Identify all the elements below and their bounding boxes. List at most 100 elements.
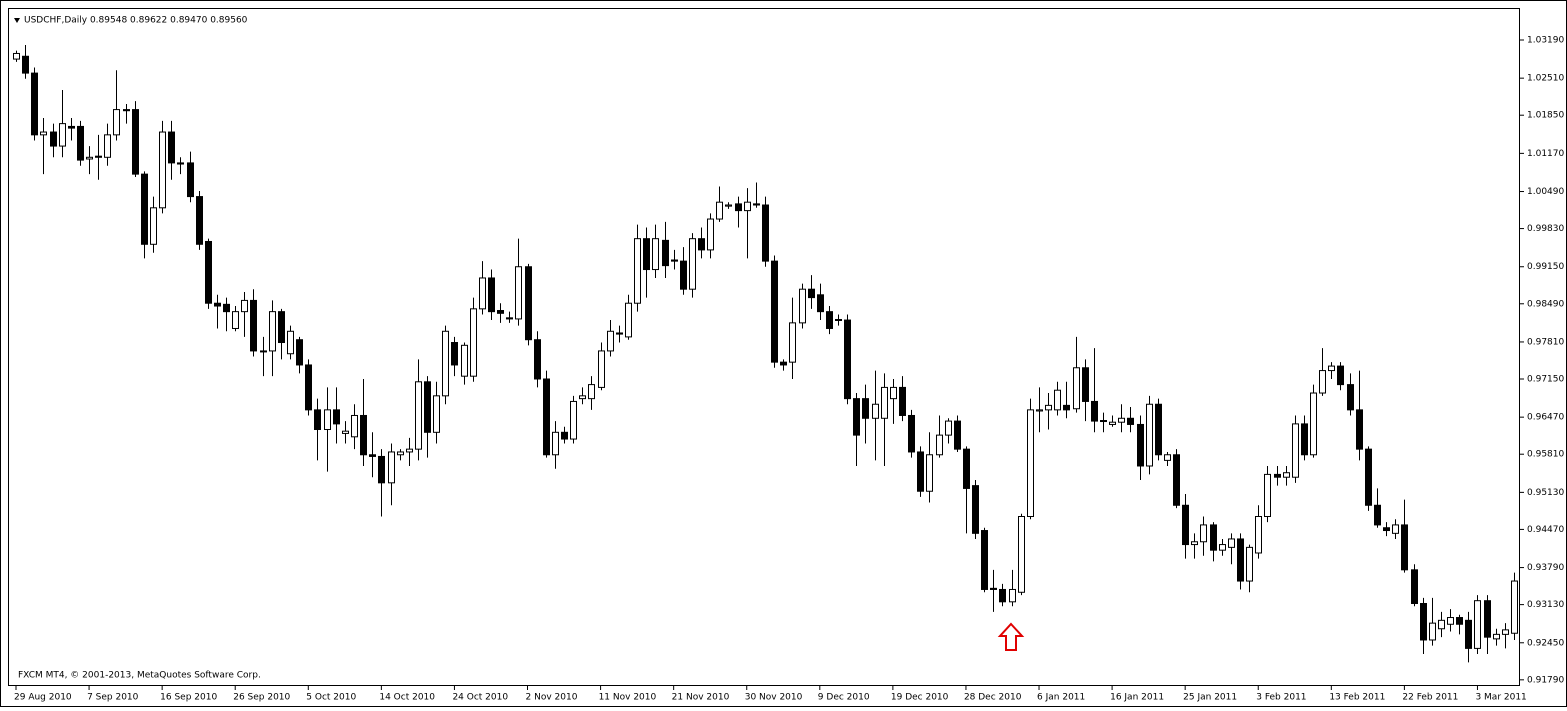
candle-body bbox=[972, 485, 979, 534]
candle-body bbox=[461, 344, 468, 377]
chart-title: USDCHF,Daily 0.89548 0.89622 0.89470 0.8… bbox=[24, 16, 248, 26]
candle-body bbox=[625, 302, 632, 338]
candle-body bbox=[844, 319, 851, 400]
y-tick-label: 0.97150 bbox=[1527, 374, 1564, 384]
candle-body bbox=[1347, 384, 1354, 411]
candle-body bbox=[369, 454, 376, 457]
candle-body bbox=[113, 109, 120, 136]
candle-body bbox=[598, 350, 605, 388]
candle-body bbox=[570, 400, 577, 440]
candle-body bbox=[1493, 633, 1500, 640]
candle-body bbox=[333, 409, 340, 425]
candle-body bbox=[1484, 600, 1491, 638]
candle-body bbox=[689, 238, 696, 290]
candle-body bbox=[177, 162, 184, 165]
candle-body bbox=[451, 342, 458, 366]
candle-body bbox=[1210, 524, 1217, 551]
candle-body bbox=[1137, 423, 1144, 467]
y-tick-label: 0.99150 bbox=[1527, 262, 1564, 272]
candle-body bbox=[168, 131, 175, 164]
candle-body bbox=[543, 378, 550, 456]
candle-body bbox=[40, 131, 47, 136]
candle-body bbox=[223, 303, 230, 313]
candle-body bbox=[296, 339, 303, 366]
candle-body bbox=[232, 311, 239, 329]
copyright-note: FXCM MT4, © 2001-2013, MetaQuotes Softwa… bbox=[18, 671, 261, 681]
candle-body bbox=[1319, 370, 1326, 394]
candle-body bbox=[762, 204, 769, 262]
candle-body bbox=[1383, 527, 1390, 532]
candle-body bbox=[13, 52, 20, 60]
candle-body bbox=[799, 288, 806, 324]
y-tick-label: 0.98490 bbox=[1527, 299, 1564, 309]
candle-body bbox=[1073, 367, 1080, 410]
candle-body bbox=[963, 448, 970, 489]
candle-body bbox=[1191, 541, 1198, 546]
candle-body bbox=[1027, 409, 1034, 518]
candle-body bbox=[1228, 538, 1235, 548]
candle-body bbox=[1146, 403, 1153, 467]
candle-body bbox=[525, 266, 532, 341]
candle-body bbox=[506, 317, 513, 320]
candle-body bbox=[1365, 448, 1372, 506]
candle-body bbox=[899, 386, 906, 416]
candle-body bbox=[561, 431, 568, 440]
x-tick-label: 3 Mar 2011 bbox=[1475, 693, 1526, 703]
candle-body bbox=[31, 72, 38, 136]
candle-body bbox=[95, 155, 102, 158]
candle-body bbox=[1219, 544, 1226, 551]
candle-body bbox=[1109, 421, 1116, 425]
candle-body bbox=[1283, 472, 1290, 478]
candle-body bbox=[196, 196, 203, 245]
y-tick-label: 1.01850 bbox=[1527, 111, 1564, 121]
candle-body bbox=[406, 448, 413, 453]
candle-body bbox=[314, 409, 321, 431]
x-tick-label: 22 Feb 2011 bbox=[1402, 693, 1458, 703]
candle-body bbox=[1054, 389, 1061, 411]
candle-body bbox=[1411, 569, 1418, 604]
candle-body bbox=[187, 162, 194, 198]
candle-body bbox=[1164, 454, 1171, 461]
candle-body bbox=[1401, 524, 1408, 571]
candle-body bbox=[470, 308, 477, 377]
x-tick-label: 7 Sep 2010 bbox=[87, 693, 139, 703]
candle-body bbox=[250, 299, 257, 352]
candle-body bbox=[917, 451, 924, 492]
candle-body bbox=[1374, 504, 1381, 526]
x-tick-label: 28 Dec 2010 bbox=[964, 693, 1022, 703]
candle-body bbox=[753, 203, 760, 206]
candle-body bbox=[908, 414, 915, 453]
candle-body bbox=[1328, 365, 1335, 372]
candle-body bbox=[488, 277, 495, 313]
candle-body bbox=[954, 420, 961, 450]
menu-triangle[interactable] bbox=[14, 18, 20, 23]
candle-body bbox=[1127, 417, 1134, 425]
candle-body bbox=[1118, 417, 1125, 423]
candle-body bbox=[634, 238, 641, 304]
candle-body bbox=[378, 455, 385, 484]
candle-body bbox=[515, 266, 522, 320]
candle-body bbox=[671, 259, 678, 262]
candle-body bbox=[59, 123, 66, 147]
candle-body bbox=[936, 434, 943, 456]
candle-body bbox=[123, 109, 130, 112]
candle-body bbox=[1063, 404, 1070, 411]
y-tick-label: 1.01170 bbox=[1527, 149, 1564, 159]
candle-body bbox=[68, 125, 75, 129]
candle-body bbox=[771, 260, 778, 363]
x-tick-label: 9 Dec 2010 bbox=[818, 693, 870, 703]
candle-body bbox=[579, 395, 586, 400]
x-tick-label: 14 Oct 2010 bbox=[379, 693, 435, 703]
x-tick-label: 30 Nov 2010 bbox=[745, 693, 803, 703]
candle-body bbox=[707, 218, 714, 251]
candle-body bbox=[780, 361, 787, 366]
candle-body bbox=[351, 414, 358, 438]
candle-body bbox=[104, 134, 111, 158]
candle-body bbox=[1182, 504, 1189, 546]
candle-body bbox=[1173, 454, 1180, 506]
candle-body bbox=[1036, 409, 1043, 412]
y-tick-label: 1.03190 bbox=[1527, 35, 1564, 45]
candle-body bbox=[1301, 423, 1308, 456]
candle-body bbox=[1511, 580, 1518, 634]
candle-body bbox=[1447, 617, 1454, 625]
